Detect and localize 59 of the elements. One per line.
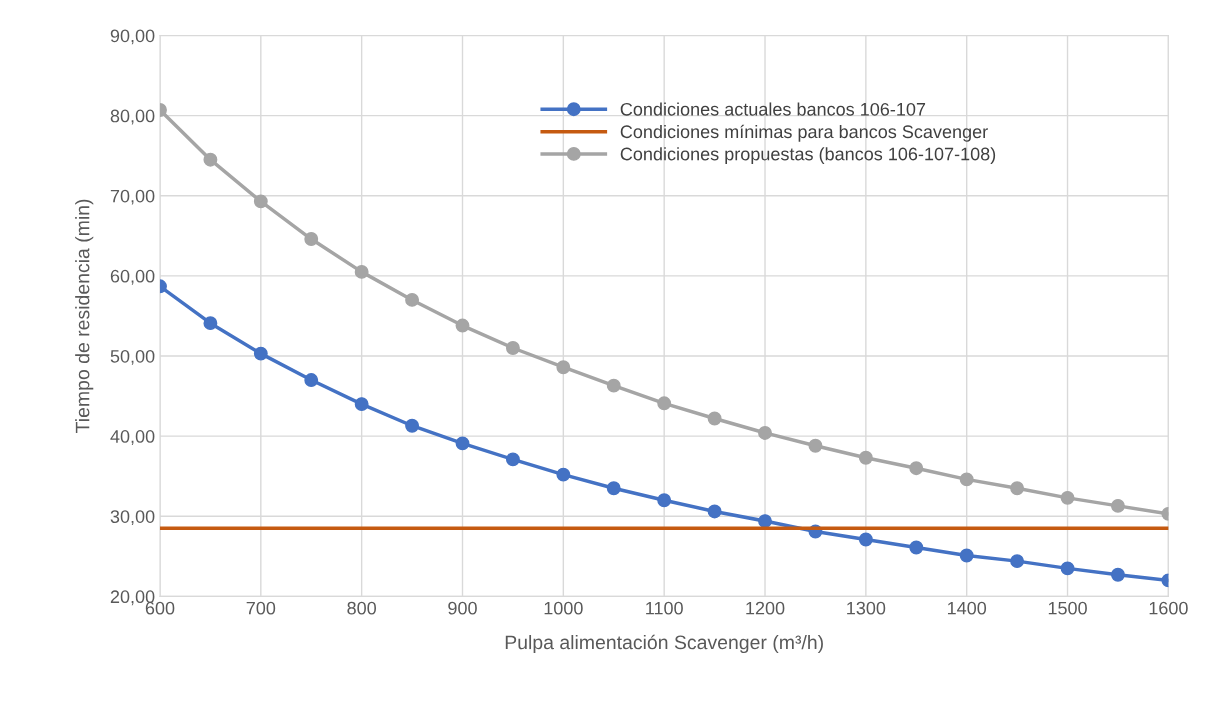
point [455,318,470,333]
legend-label: Condiciones propuestas (bancos 106-107-108) [620,147,996,164]
point [606,481,621,496]
point [1111,567,1125,582]
legend-label: Condiciones mínimas para bancos Scavenger [620,124,988,142]
y-tick-label: 60,00 [110,269,155,285]
point [253,346,268,361]
point [405,418,420,433]
x-tick-label: 1000 [544,601,583,615]
x-tick-label: 700 [246,601,276,615]
point [304,232,319,246]
x-tick-label: 1200 [746,601,785,615]
point [959,548,974,563]
point [707,411,722,426]
x-tick-label: 800 [347,601,377,615]
point [556,467,571,482]
point [253,194,268,209]
y-tick-label: 80,00 [110,109,155,125]
y-tick-label: 30,00 [110,510,155,526]
point [808,438,823,453]
x-tick-label: 1400 [947,601,987,615]
y-tick-label: 90,00 [110,29,155,45]
point [657,493,672,508]
point [758,425,772,440]
y-axis-title: Tiempo de residencia (min) [75,199,94,433]
y-tick-label: 70,00 [110,189,155,205]
point [1111,498,1125,513]
point [606,378,621,393]
x-tick-label: 1300 [847,601,886,615]
point [203,152,218,167]
point [959,472,974,487]
point [707,504,722,519]
x-axis-title: Pulpa alimentación Scavenger (m³/h) [505,634,823,654]
x-tick-label: 900 [448,601,477,615]
point [1060,490,1075,505]
x-tick-label: 1500 [1048,601,1087,615]
legend-label: Condiciones actuales bancos 106-107 [620,102,926,116]
y-tick-label: 40,00 [110,430,155,445]
point [354,264,369,279]
point [858,532,873,547]
point [1010,481,1025,496]
point [758,514,772,529]
point [1010,554,1025,569]
point [203,316,218,331]
point [909,540,924,555]
point [858,450,873,465]
x-tick-label: 1100 [646,601,683,615]
point [505,452,520,467]
point [556,360,571,375]
point [1060,561,1075,576]
point [505,341,520,355]
point [909,461,924,476]
point [455,436,470,451]
y-tick-label: 50,00 [110,349,155,365]
x-tick-label: 1600 [1149,601,1188,615]
point [657,396,672,411]
point [354,397,369,412]
point [405,292,420,307]
point [304,373,319,387]
